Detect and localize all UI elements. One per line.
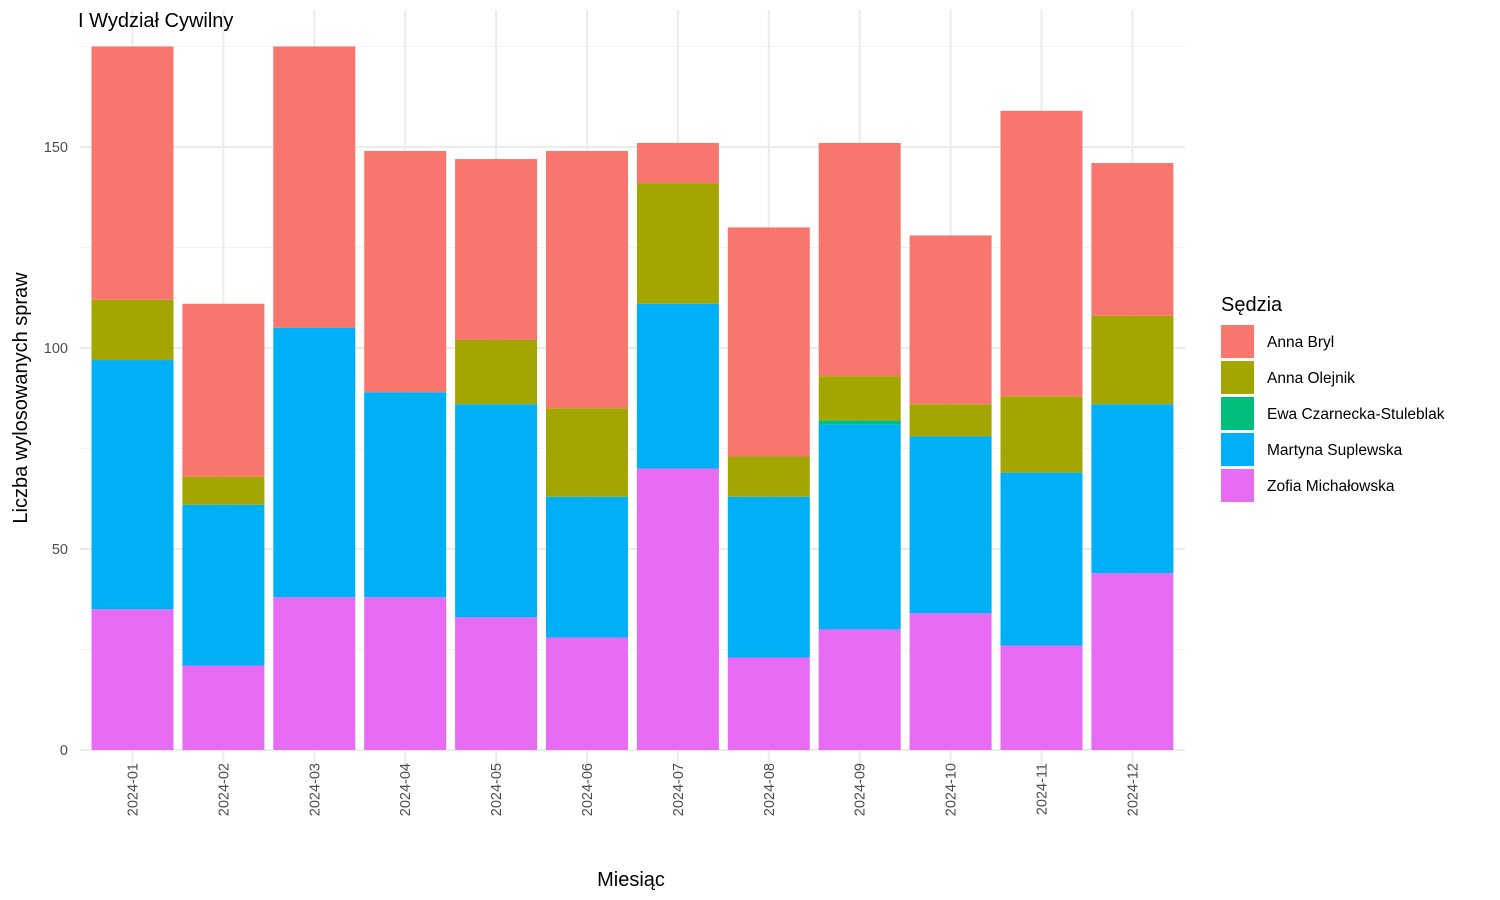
legend-key: [1221, 433, 1254, 466]
chart-title: I Wydział Cywilny: [78, 10, 233, 32]
bar-segment-2024-07-anna-bryl: [636, 142, 719, 184]
x-tick-label: 2024-01: [126, 763, 142, 816]
bar-segment-2024-09-ewa-czarnecka-stuleblak: [818, 420, 901, 425]
bar-segment-2024-08-martyna-suplewska: [727, 496, 810, 658]
bar-segment-2024-03-anna-bryl: [273, 46, 356, 328]
y-tick-label: 0: [60, 743, 68, 759]
bar-segment-2024-07-zofia-micha-owska: [636, 468, 719, 750]
x-tick-label: 2024-03: [307, 763, 323, 816]
y-tick-label: 100: [44, 341, 68, 357]
bar-segment-2024-11-martyna-suplewska: [1000, 472, 1083, 646]
bar-segment-2024-10-martyna-suplewska: [909, 436, 992, 614]
x-tick-label: 2024-07: [671, 763, 687, 816]
bar-segment-2024-09-anna-olejnik: [818, 376, 901, 421]
legend-key: [1221, 469, 1254, 502]
bar-segment-2024-12-anna-bryl: [1091, 163, 1174, 316]
legend-label: Anna Olejnik: [1267, 370, 1355, 387]
y-axis-title: Liczba wylosowanych spraw: [10, 272, 32, 524]
x-tick-label: 2024-02: [216, 763, 232, 816]
bar-segment-2024-01-martyna-suplewska: [91, 360, 174, 610]
bar-segment-2024-06-anna-olejnik: [546, 408, 628, 497]
legend-key: [1221, 397, 1254, 430]
bar-segment-2024-09-zofia-micha-owska: [818, 629, 901, 750]
y-tick-label: 50: [52, 542, 68, 558]
legend-title: Sędzia: [1221, 294, 1283, 316]
x-tick-label: 2024-05: [489, 763, 505, 816]
bar-segment-2024-03-zofia-micha-owska: [273, 597, 356, 750]
bar-segment-2024-09-anna-bryl: [818, 142, 901, 377]
legend-label: Ewa Czarnecka-Stuleblak: [1267, 406, 1445, 423]
bar-segment-2024-03-martyna-suplewska: [273, 327, 356, 598]
legend-key: [1221, 325, 1254, 358]
bar-segment-2024-08-zofia-micha-owska: [727, 657, 810, 750]
bar-segment-2024-04-martyna-suplewska: [364, 392, 447, 598]
legend-label: Martyna Suplewska: [1267, 442, 1403, 459]
x-tick-label: 2024-08: [762, 763, 778, 816]
bar-segment-2024-05-martyna-suplewska: [455, 404, 538, 618]
bars: [91, 46, 1174, 750]
legend: Sędzia Anna Bryl Anna Olejnik Ewa Czarneck…: [1221, 294, 1445, 502]
y-tick-label: 150: [44, 140, 68, 156]
bar-segment-2024-01-zofia-micha-owska: [91, 609, 174, 750]
bar-segment-2024-04-zofia-micha-owska: [364, 597, 447, 750]
bar-segment-2024-05-zofia-micha-owska: [455, 617, 538, 750]
legend-label: Zofia Michałowska: [1267, 478, 1395, 495]
bar-segment-2024-12-zofia-micha-owska: [1091, 573, 1174, 750]
axis-ticks: 0 50 100 150 2024-01 2024-02 2024-03 2024-04 202…: [44, 140, 1142, 816]
bar-segment-2024-08-anna-bryl: [727, 227, 810, 457]
bar-segment-2024-02-anna-bryl: [182, 303, 265, 477]
bar-segment-2024-10-anna-bryl: [909, 235, 992, 405]
bar-segment-2024-12-anna-olejnik: [1091, 315, 1174, 405]
x-tick-label: 2024-11: [1035, 763, 1051, 815]
x-axis-title: Miesiąc: [597, 869, 665, 891]
bar-segment-2024-10-zofia-micha-owska: [909, 613, 992, 750]
bar-segment-2024-10-anna-olejnik: [909, 404, 992, 437]
bar-segment-2024-06-zofia-micha-owska: [546, 637, 628, 750]
legend-label: Anna Bryl: [1267, 334, 1334, 351]
bar-segment-2024-11-anna-olejnik: [1000, 396, 1083, 473]
bar-segment-2024-02-martyna-suplewska: [182, 504, 265, 666]
bar-segment-2024-05-anna-bryl: [455, 159, 538, 340]
x-tick-label: 2024-06: [580, 763, 596, 816]
legend-key: [1221, 361, 1254, 394]
bar-segment-2024-06-martyna-suplewska: [546, 496, 628, 638]
bar-segment-2024-09-martyna-suplewska: [818, 424, 901, 630]
bar-segment-2024-01-anna-olejnik: [91, 299, 174, 361]
bar-segment-2024-02-anna-olejnik: [182, 476, 265, 505]
legend-items: Anna Bryl Anna Olejnik Ewa Czarnecka-Stule…: [1221, 325, 1445, 502]
bar-segment-2024-01-anna-bryl: [91, 46, 174, 300]
bar-segment-2024-11-zofia-micha-owska: [1000, 645, 1083, 750]
x-tick-label: 2024-09: [853, 763, 869, 816]
bar-segment-2024-07-martyna-suplewska: [636, 303, 719, 469]
bar-segment-2024-07-anna-olejnik: [636, 183, 719, 304]
x-tick-label: 2024-10: [944, 763, 960, 816]
bar-segment-2024-04-anna-bryl: [364, 151, 447, 393]
bar-segment-2024-05-anna-olejnik: [455, 339, 538, 405]
x-tick-label: 2024-12: [1125, 763, 1141, 816]
x-tick-label: 2024-04: [398, 763, 414, 816]
bar-segment-2024-08-anna-olejnik: [727, 456, 810, 497]
bar-segment-2024-11-anna-bryl: [1000, 110, 1083, 397]
bar-segment-2024-12-martyna-suplewska: [1091, 404, 1174, 574]
bar-segment-2024-02-zofia-micha-owska: [182, 665, 265, 750]
bar-segment-2024-06-anna-bryl: [546, 151, 628, 409]
